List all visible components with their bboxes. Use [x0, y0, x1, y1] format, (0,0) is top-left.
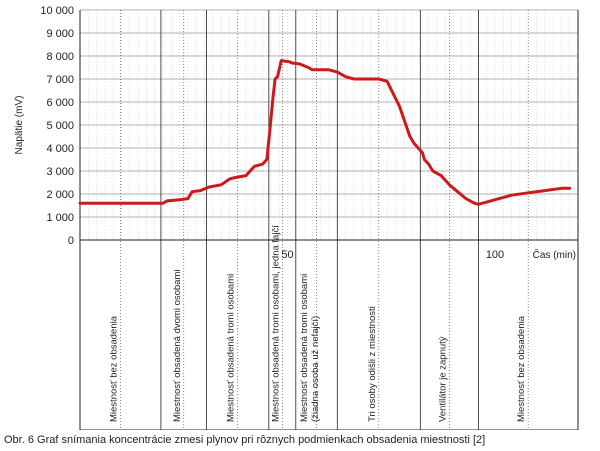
y-tick-label: 2 000 — [46, 189, 74, 201]
phase-label-3: Miestnosť obsadená tromi osobami, jedna … — [270, 225, 281, 422]
x-tick-labels: 50 100 — [281, 249, 504, 261]
y-tick-label: 7 000 — [46, 74, 74, 86]
y-tick-label: 9 000 — [46, 28, 74, 40]
phase-divider-lines — [120, 10, 529, 430]
chart-axes — [79, 10, 579, 430]
y-tick-label: 3 000 — [46, 166, 74, 178]
y-tick-label: 4 000 — [46, 143, 74, 155]
phase-label-2: Miestnosť obsadená tromi osobami — [226, 274, 237, 422]
gas-concentration-chart: 0 1 000 2 000 3 000 4 000 5 000 6 000 7 000 8 00… — [14, 5, 579, 430]
x-tick-label: 100 — [486, 249, 504, 261]
phase-label-6: Ventilátor je zapnutý — [437, 336, 448, 422]
y-tick-label: 0 — [68, 235, 74, 247]
phase-label-1: Miestnosť obsadená dvomi osobami — [172, 270, 183, 422]
y-tick-label: 1 000 — [46, 212, 74, 224]
y-tick-labels: 0 1 000 2 000 3 000 4 000 5 000 6 000 7 000 8 00… — [40, 5, 74, 247]
phase-label-7: Miestnosť bez obsadenia — [516, 315, 527, 422]
phase-label-4: (žiadna osoba už nefajčí) — [310, 316, 321, 422]
figure-caption: Obr. 6 Graf snímania koncentrácie zmesi … — [4, 434, 486, 446]
x-tick-label: 50 — [281, 249, 293, 261]
y-tick-label: 10 000 — [40, 5, 74, 17]
data-series — [78, 59, 572, 206]
phase-label-5: Tri osoby odišli z miestnosti — [367, 306, 378, 422]
phase-labels: Miestnosť bez obsadenia Miestnosť obsaden… — [108, 225, 527, 422]
y-tick-label: 8 000 — [46, 51, 74, 63]
y-tick-label: 6 000 — [46, 97, 74, 109]
series-line-0 — [78, 59, 572, 206]
y-axis-label: Napätie (mV) — [14, 96, 25, 155]
phase-label-4: Miestnosť obsadená tromi osobami — [299, 274, 310, 422]
x-axis-label: Čas (min) — [533, 248, 576, 261]
chart-grid — [80, 9, 578, 241]
phase-label-0: Miestnosť bez obsadenia — [108, 315, 119, 422]
y-tick-label: 5 000 — [46, 120, 74, 132]
